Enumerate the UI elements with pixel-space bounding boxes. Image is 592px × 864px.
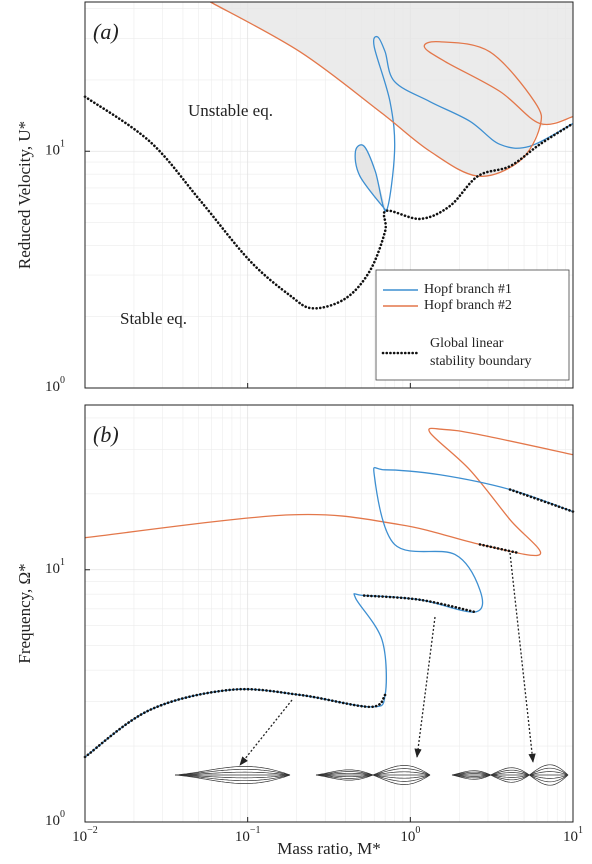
unstable-pocket	[355, 144, 387, 211]
tick-base: 10	[45, 379, 60, 395]
legend-box	[375, 269, 570, 381]
frame	[84, 404, 574, 823]
annotation: Unstable eq.	[188, 101, 273, 120]
mode-curve	[451, 767, 569, 781]
tick-exponent: −1	[250, 825, 261, 836]
x-tick-label: 10−2	[72, 825, 98, 845]
mode-curve	[451, 772, 569, 779]
mode-curve	[174, 771, 291, 776]
tick-exponent: 0	[415, 825, 420, 836]
tick-base: 10	[400, 829, 415, 845]
tick-base: 10	[563, 829, 578, 845]
mode-curve	[174, 774, 291, 782]
annotation: Stable eq.	[120, 309, 187, 328]
panel-label: (b)	[93, 422, 119, 447]
legend-label: Hopf branch #1	[424, 282, 512, 297]
frame	[84, 1, 574, 389]
y-tick-label: 100	[45, 375, 65, 395]
legend-label: Hopf branch #2	[424, 298, 512, 313]
series-line	[210, 1, 574, 177]
mode-curve	[174, 766, 291, 776]
y-tick-label: 101	[45, 557, 65, 577]
tick-exponent: 1	[60, 139, 65, 150]
arrow	[509, 552, 536, 763]
arrow	[239, 699, 293, 766]
tick-base: 10	[45, 143, 60, 159]
mode-curve	[451, 764, 569, 783]
legend-label: Global linear stability boundary	[430, 336, 532, 369]
tick-exponent: 0	[60, 809, 65, 820]
mode-curve	[174, 768, 291, 776]
mode-shapes	[174, 552, 569, 786]
x-tick-label: 101	[563, 825, 583, 845]
mode-curve	[174, 774, 291, 779]
tick-exponent: 0	[60, 375, 65, 386]
mode-curve	[451, 771, 569, 778]
y-axis-label: Reduced Velocity, U*	[15, 121, 34, 269]
unstable-region	[210, 2, 574, 177]
y-axis-label: Frequency, Ω*	[15, 563, 34, 663]
tick-base: 10	[45, 813, 60, 829]
series-line	[362, 594, 477, 614]
series-line	[478, 543, 518, 554]
series-line	[83, 95, 575, 310]
x-axis-label: Mass ratio, M*	[277, 839, 380, 858]
tick-base: 10	[45, 561, 60, 577]
x-tick-label: 10−1	[235, 825, 261, 845]
tick-base: 10	[72, 829, 87, 845]
arrow	[414, 616, 436, 758]
tick-exponent: −2	[87, 825, 98, 836]
series-line	[354, 35, 574, 212]
mode-curve	[451, 767, 569, 786]
x-tick-label: 100	[400, 825, 420, 845]
tick-base: 10	[235, 829, 250, 845]
y-tick-label: 101	[45, 139, 65, 159]
plot-area	[85, 405, 573, 822]
panel-label: (a)	[93, 19, 119, 44]
mode-curve	[315, 765, 431, 781]
tick-exponent: 1	[578, 825, 583, 836]
series-line	[84, 427, 574, 557]
series-line	[508, 488, 575, 513]
tick-exponent: 1	[60, 557, 65, 568]
mode-curve	[174, 774, 291, 784]
y-tick-label: 100	[45, 809, 65, 829]
series-line	[83, 687, 387, 759]
mode-curve	[451, 769, 569, 783]
